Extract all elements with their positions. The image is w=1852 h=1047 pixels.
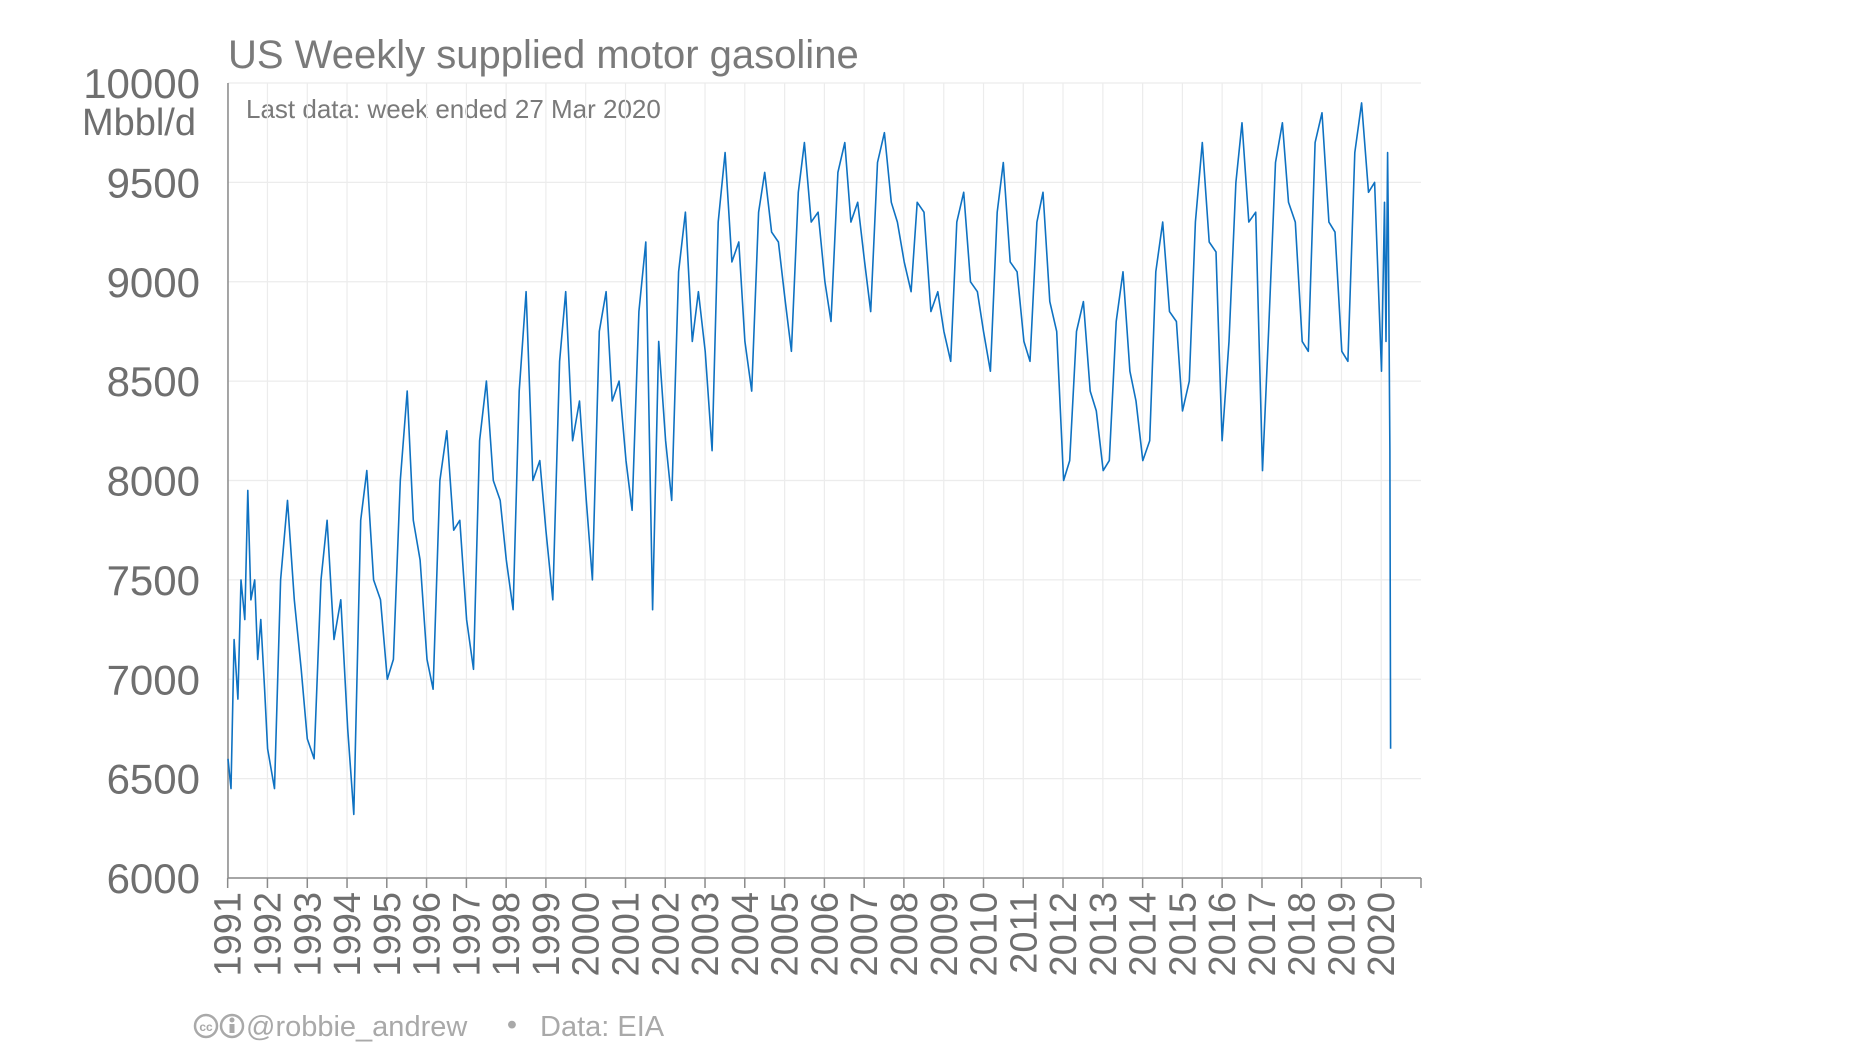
x-tick-label: 2008 xyxy=(884,892,926,977)
x-tick-label: 2005 xyxy=(765,892,807,977)
y-tick-label: 8500 xyxy=(107,358,200,405)
x-tick-label: 2011 xyxy=(1003,892,1045,974)
chart-subtitle: Last data: week ended 27 Mar 2020 xyxy=(246,94,661,124)
x-tick-label: 2019 xyxy=(1321,892,1363,977)
y-tick-label: 6500 xyxy=(107,756,200,803)
x-tick-label: 2006 xyxy=(804,892,846,977)
series-layer xyxy=(227,102,1392,816)
chart-title: US Weekly supplied motor gasoline xyxy=(228,33,859,77)
y-tick-label: 8000 xyxy=(107,458,200,505)
x-tick-label: 2012 xyxy=(1043,892,1085,977)
grid xyxy=(227,82,1421,879)
x-tick-label: 1998 xyxy=(486,892,528,977)
x-tick-label: 1996 xyxy=(407,892,449,977)
creative-commons-by-icon: cc xyxy=(193,1013,245,1039)
y-tick-label: 10000 xyxy=(83,60,200,107)
x-tick-label: 2007 xyxy=(844,892,886,977)
x-tick-label: 1994 xyxy=(327,892,369,977)
y-tick-label: 6000 xyxy=(107,855,200,902)
y-tick-label: 7000 xyxy=(107,656,200,703)
x-tick-label: 2014 xyxy=(1123,892,1165,977)
footer-source: Data: EIA xyxy=(540,1011,665,1042)
x-tick-label: 2003 xyxy=(685,892,727,977)
y-tick-label: 9500 xyxy=(107,159,200,206)
y-axis-ticks: 6000 6500 7000 7500 8000 8500 9000 9500 10000 xyxy=(83,60,200,902)
footer-author: @robbie_andrew xyxy=(246,1011,468,1042)
gasoline-series-line xyxy=(227,102,1392,816)
axes xyxy=(226,83,1422,888)
y-tick-label: 9000 xyxy=(107,259,200,306)
svg-text:cc: cc xyxy=(199,1020,213,1034)
x-axis-ticks: 1991199219931994199519961997199819992000… xyxy=(208,892,1404,977)
x-tick-label: 2016 xyxy=(1202,892,1244,977)
x-tick-label: 2002 xyxy=(645,892,687,977)
x-tick-label: 2018 xyxy=(1282,892,1324,977)
x-tick-label: 2010 xyxy=(964,892,1006,977)
x-tick-label: 1993 xyxy=(287,892,329,977)
x-tick-label: 1997 xyxy=(446,892,488,977)
footer-separator: • xyxy=(507,1009,517,1041)
x-tick-label: 1995 xyxy=(367,892,409,977)
x-tick-label: 1992 xyxy=(247,892,289,977)
x-tick-label: 2000 xyxy=(566,892,608,977)
x-tick-label: 1991 xyxy=(208,892,250,977)
x-tick-label: 2015 xyxy=(1162,892,1204,977)
x-tick-label: 2009 xyxy=(924,892,966,977)
y-tick-label: 7500 xyxy=(107,557,200,604)
x-tick-label: 2017 xyxy=(1242,892,1284,977)
x-tick-label: 2013 xyxy=(1083,892,1125,977)
x-tick-label: 2004 xyxy=(725,892,767,977)
x-tick-label: 2020 xyxy=(1361,892,1403,977)
x-tick-label: 2001 xyxy=(606,892,648,977)
x-tick-label: 1999 xyxy=(526,892,568,977)
y-axis-unit-label: Mbbl/d xyxy=(82,102,196,144)
footer: cc @robbie_andrew • Data: EIA xyxy=(193,1009,665,1043)
